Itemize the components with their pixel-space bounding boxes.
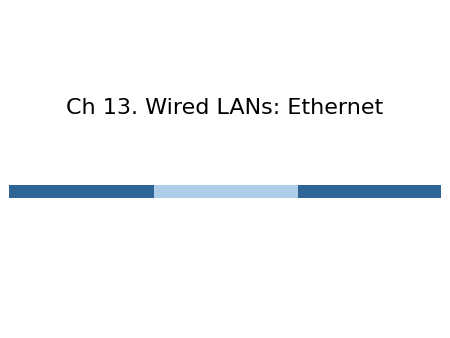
Text: Ch 13. Wired LANs: Ethernet: Ch 13. Wired LANs: Ethernet bbox=[67, 98, 383, 118]
Bar bbox=[298, 185, 441, 198]
Bar bbox=[9, 185, 154, 198]
Bar bbox=[154, 185, 298, 198]
